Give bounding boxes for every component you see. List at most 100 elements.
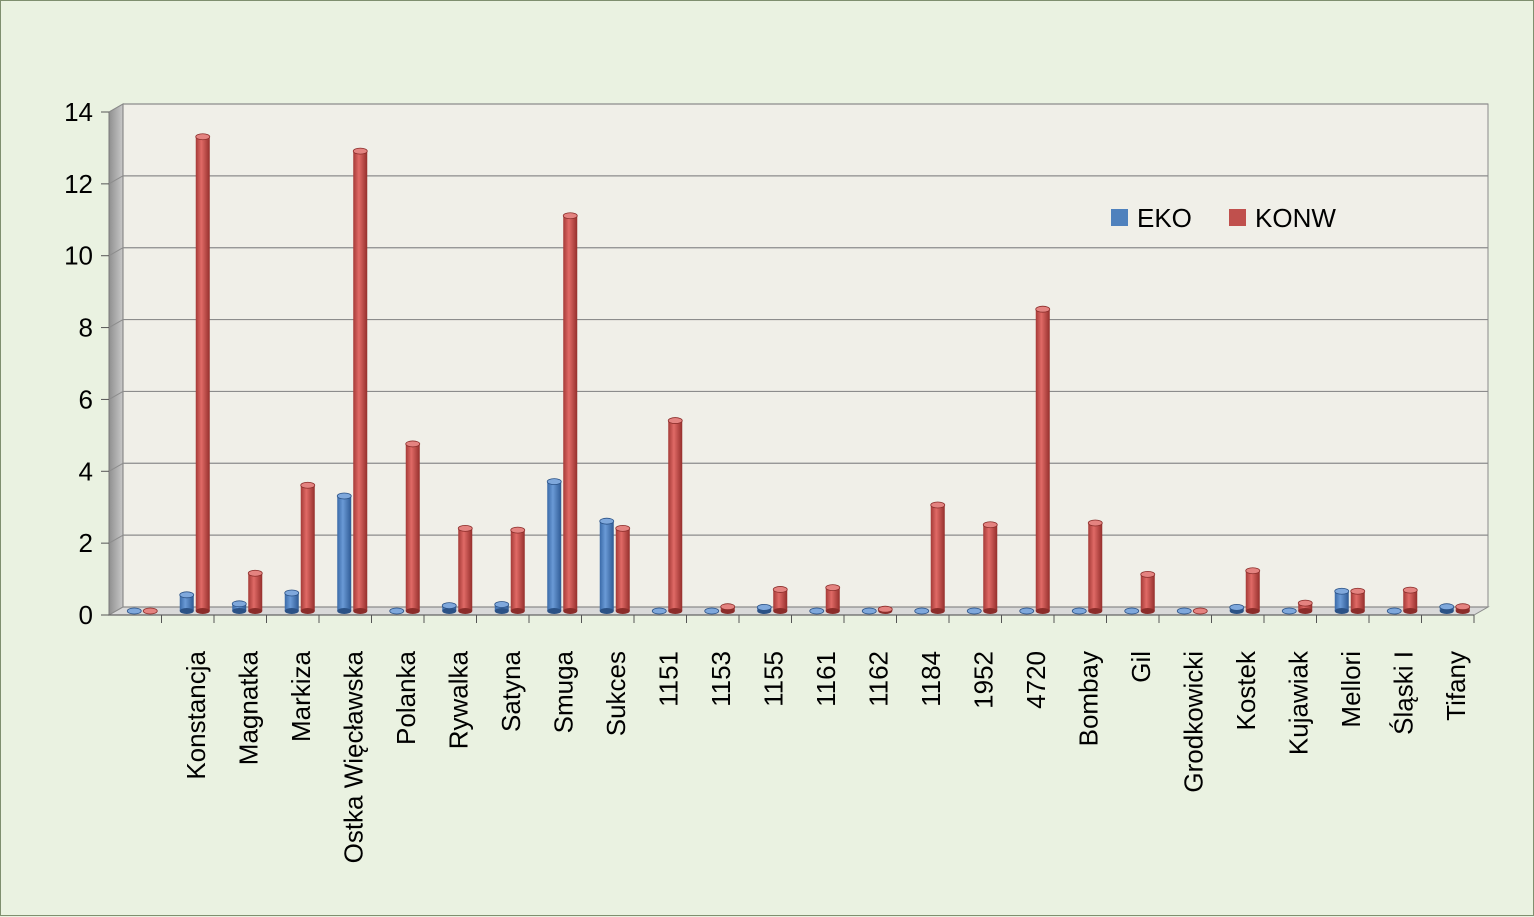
category-label: Magnatka <box>233 650 263 765</box>
gridline-side <box>108 247 124 257</box>
bar-konw <box>1350 587 1366 614</box>
bar-eko <box>284 589 300 614</box>
category-label: Bombay <box>1073 651 1103 746</box>
category-label: Kostek <box>1231 650 1261 730</box>
bar-eko <box>966 607 982 615</box>
legend: EKO KONW <box>1111 203 1336 233</box>
bar-konw <box>247 569 263 614</box>
category-label: Sukces <box>601 651 631 736</box>
bar-eko <box>1071 607 1087 615</box>
bar-eko <box>861 607 877 615</box>
bar-konw <box>1455 603 1471 614</box>
y-tick-label: 4 <box>79 456 93 486</box>
bar-eko <box>1386 607 1402 615</box>
bar-eko <box>441 602 457 614</box>
bar-eko <box>1019 607 1035 615</box>
bar-eko <box>651 607 667 615</box>
legend-swatch-konw <box>1229 209 1246 226</box>
bar-konw <box>1402 586 1418 614</box>
y-tick-label: 0 <box>79 600 93 630</box>
bar-konw <box>772 586 788 614</box>
bar-konw <box>1087 519 1103 614</box>
bar-eko <box>546 478 562 614</box>
category-label: Markiza <box>286 650 316 742</box>
category-label: 1155 <box>758 651 788 707</box>
gridline-side <box>108 319 124 329</box>
category-label: Śląski I <box>1388 651 1418 735</box>
gridline-side <box>108 103 124 113</box>
bar-konw <box>510 526 526 614</box>
category-label: 1161 <box>811 651 841 707</box>
gridline-side <box>108 390 124 400</box>
bar-eko <box>1334 587 1350 614</box>
category-label: Gil <box>1126 651 1156 683</box>
category-label: 1952 <box>968 651 998 709</box>
gridline-side <box>108 175 124 185</box>
bar-konw <box>457 524 473 614</box>
bar-eko <box>756 604 772 614</box>
bar-konw <box>615 524 631 614</box>
category-label: Mellori <box>1336 651 1366 728</box>
y-tick-label: 2 <box>79 528 93 558</box>
bar-konw <box>195 133 211 614</box>
bar-eko <box>1124 607 1140 615</box>
bar-eko <box>126 607 142 615</box>
bar-konw <box>1140 570 1156 614</box>
bar-konw <box>1192 607 1208 615</box>
bar-eko <box>231 600 247 614</box>
y-tick-label: 12 <box>64 169 93 199</box>
y-tick-label: 14 <box>64 97 93 127</box>
category-label: Kujawiak <box>1283 650 1313 755</box>
category-label: Konstancja <box>181 650 211 779</box>
bar-eko <box>809 607 825 615</box>
category-label: Tifany <box>1441 651 1471 721</box>
category-label: 1184 <box>916 651 946 707</box>
bar-eko <box>914 607 930 615</box>
gridline-side <box>108 462 124 472</box>
bar-konw <box>877 605 893 614</box>
bar-konw <box>1245 567 1261 614</box>
bar-konw <box>142 607 158 615</box>
y-tick-label: 8 <box>79 313 93 343</box>
y-tick-label: 10 <box>64 241 93 271</box>
bar-konw <box>720 603 736 614</box>
legend-label-eko: EKO <box>1137 203 1192 233</box>
bar-konw <box>300 481 316 614</box>
bar-eko <box>1281 607 1297 615</box>
category-label: 1162 <box>863 651 893 707</box>
bar-konw <box>562 212 578 614</box>
floor <box>107 606 1490 616</box>
back-wall <box>122 103 1489 608</box>
category-label: Ostka Więcławska <box>338 650 368 863</box>
bar-eko <box>179 591 195 614</box>
category-label: Grodkowicki <box>1178 651 1208 793</box>
bar-konw <box>405 440 421 614</box>
legend-swatch-eko <box>1111 209 1128 226</box>
bar-konw <box>930 501 946 614</box>
category-label: Polanka <box>391 650 421 744</box>
bar-eko <box>1229 604 1245 614</box>
bar-eko <box>494 601 510 614</box>
category-label: 4720 <box>1021 651 1051 709</box>
y-tick-label: 6 <box>79 384 93 414</box>
bar-eko <box>1176 607 1192 615</box>
bar-eko <box>1439 603 1455 614</box>
gridline-side <box>108 534 124 544</box>
plot-area: 0 2 4 6 8 10 12 14 Konstancja Magnatka Markiza Ostk… <box>64 97 1490 863</box>
category-label: Rywalka <box>443 650 473 749</box>
gridline-side <box>108 606 124 616</box>
bar-eko <box>599 517 615 614</box>
bar-konw <box>1035 305 1051 614</box>
side-wall <box>108 103 124 616</box>
bar-eko <box>704 607 720 615</box>
bar-eko <box>389 607 405 615</box>
category-label: Smuga <box>548 650 578 733</box>
category-label: 1153 <box>706 651 736 707</box>
bar-eko <box>336 492 352 614</box>
bar-konw <box>1297 599 1313 614</box>
bar-konw <box>825 584 841 614</box>
bar-konw <box>352 147 368 614</box>
category-label: 1151 <box>653 651 683 707</box>
